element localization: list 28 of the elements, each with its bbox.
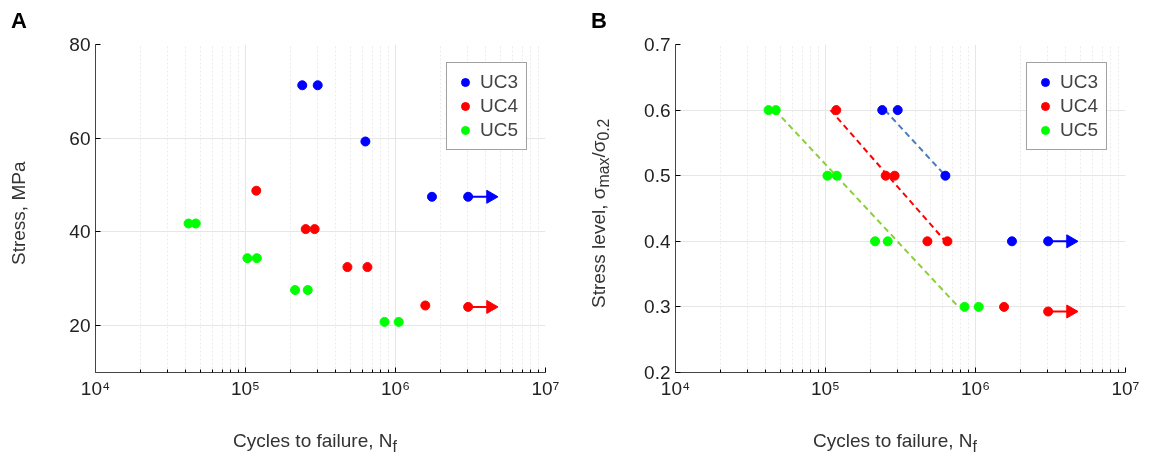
x-axis-title: Cycles to failure, N$_{f}$ bbox=[232, 429, 398, 457]
y-tick-label: 0.3 bbox=[644, 296, 671, 318]
y-axis-title: Stress, MPa bbox=[7, 160, 30, 267]
x-tick-label: 10⁴ bbox=[80, 377, 111, 399]
y-tick-label: 0.7 bbox=[644, 34, 671, 55]
x-tick-label: 10⁵ bbox=[810, 377, 841, 399]
y-tick-label: 0.6 bbox=[644, 99, 671, 121]
legend-label: UC4 bbox=[1059, 95, 1098, 117]
y-tick-label: 20 bbox=[69, 315, 91, 337]
y-tick-label: 40 bbox=[69, 221, 91, 243]
y-tick-label: 60 bbox=[69, 127, 91, 149]
legend-label: UC5 bbox=[1059, 119, 1098, 141]
y-tick-label: 0.5 bbox=[644, 165, 671, 187]
legend-label: UC3 bbox=[479, 71, 518, 93]
y-tick-label: 0.2 bbox=[644, 362, 671, 383]
x-tick-label: 10⁷ bbox=[531, 377, 560, 399]
x-tick-label: 10⁵ bbox=[230, 377, 261, 399]
x-tick-label: 10⁶ bbox=[961, 377, 990, 399]
x-axis-title: Cycles to failure, N$_{f}$ bbox=[812, 429, 978, 457]
x-tick-label: 10⁷ bbox=[1111, 377, 1140, 399]
legend-label: UC5 bbox=[479, 119, 518, 141]
chart-title: B bbox=[591, 7, 607, 35]
legend-label: UC3 bbox=[1059, 71, 1098, 93]
x-tick-label: 10⁶ bbox=[381, 377, 410, 399]
legend-label: UC4 bbox=[479, 95, 518, 117]
y-tick-label: 0.4 bbox=[644, 230, 671, 252]
chart-title: A bbox=[11, 7, 27, 35]
y-tick-label: 80 bbox=[69, 34, 91, 55]
